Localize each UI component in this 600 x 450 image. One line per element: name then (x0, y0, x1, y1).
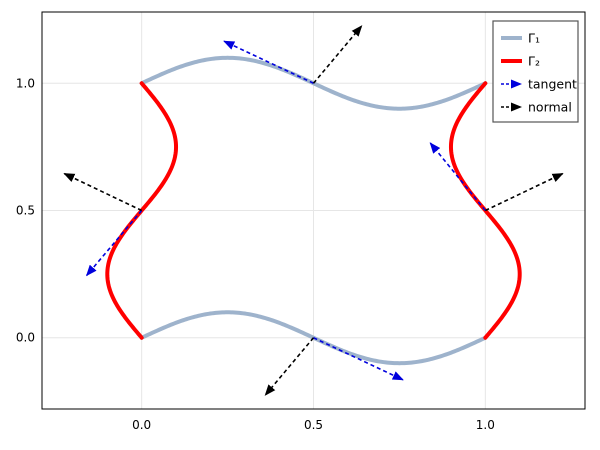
normal-arrow-2 (63, 172, 143, 212)
x-tick-label: 0.0 (132, 418, 151, 432)
gamma1-top-curve (139, 55, 488, 111)
y-tick-label: 0.0 (16, 331, 35, 345)
legend-label-gamma2: Γ₂ (528, 54, 540, 69)
normal-arrow-0 (312, 25, 363, 84)
legend-label-normal: normal (528, 100, 572, 115)
plot-frame (41, 11, 586, 410)
y-tick-label: 1.0 (16, 76, 35, 90)
gamma1-bottom-curve (139, 310, 488, 366)
y-tick-label: 0.5 (16, 204, 35, 218)
legend-label-tangent: tangent (528, 77, 577, 92)
arrows (63, 25, 564, 396)
tangent-arrow-2 (85, 209, 143, 277)
tangent-arrow-0 (223, 40, 314, 84)
normal-arrow-1 (264, 337, 315, 396)
tangent-arrow-3 (429, 142, 486, 212)
x-tick-label: 0.5 (304, 418, 323, 432)
normal-arrow-3 (484, 172, 564, 212)
legend-label-gamma1: Γ₁ (528, 31, 540, 46)
legend: Γ₁ Γ₂ tangent normal (492, 20, 579, 123)
tick-labels: 0.0 0.5 1.0 0.0 0.5 1.0 (16, 76, 495, 432)
tangent-arrow-1 (313, 337, 404, 381)
x-tick-label: 1.0 (476, 418, 495, 432)
